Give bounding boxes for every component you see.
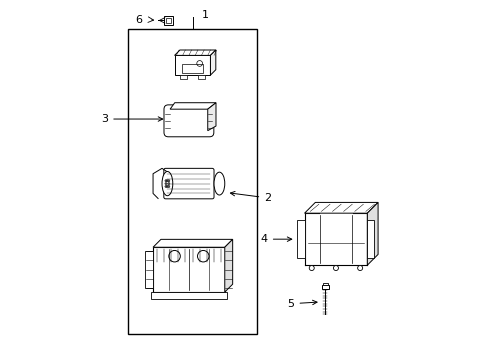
Bar [182,64,203,73]
Polygon shape [366,202,377,265]
Ellipse shape [162,171,172,196]
Circle shape [166,180,168,182]
Bar [180,75,187,79]
FancyBboxPatch shape [163,105,213,137]
Bar [151,292,226,298]
Bar [297,220,304,258]
Polygon shape [304,202,377,213]
Text: 6: 6 [135,15,142,25]
Text: 1: 1 [201,10,208,20]
Polygon shape [210,50,215,75]
Circle shape [357,266,362,271]
Bar [321,285,328,289]
Circle shape [164,180,167,182]
Text: 2: 2 [230,192,271,203]
Circle shape [308,266,314,271]
Circle shape [167,183,169,185]
Bar [366,220,374,258]
Circle shape [167,185,169,188]
Polygon shape [174,50,215,55]
Circle shape [333,266,338,271]
Text: 3: 3 [101,114,163,124]
Polygon shape [207,103,216,131]
Polygon shape [224,239,232,292]
Bar [145,251,153,288]
Polygon shape [153,239,232,247]
Bar [165,18,171,23]
Bar [128,30,257,334]
Ellipse shape [214,172,224,195]
Polygon shape [170,103,216,109]
Circle shape [164,183,167,185]
Polygon shape [174,55,210,75]
Bar [322,283,327,285]
Bar [153,247,224,292]
Text: 4: 4 [260,234,291,244]
Circle shape [166,185,168,188]
Bar [163,16,172,25]
Text: 5: 5 [287,299,316,309]
Circle shape [167,180,169,182]
Bar [198,75,204,79]
Circle shape [164,185,167,188]
FancyBboxPatch shape [163,168,214,199]
